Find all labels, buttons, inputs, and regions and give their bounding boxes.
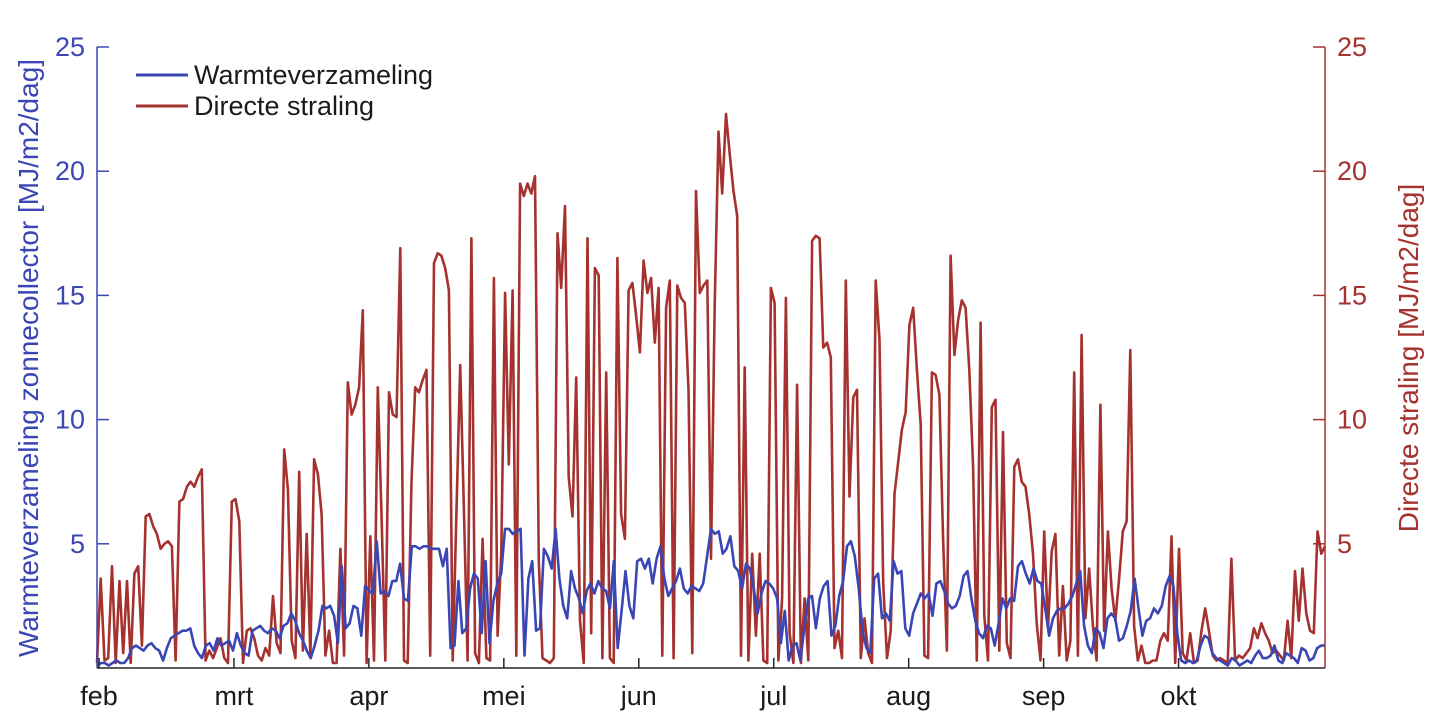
legend-label-warmteverzameling: Warmteverzameling <box>194 60 433 90</box>
x-tick-label-aug: aug <box>886 681 931 711</box>
right-tick-label: 10 <box>1337 405 1367 435</box>
right-y-axis-label: Directe straling [MJ/m2/dag] <box>1393 184 1424 533</box>
right-tick-label: 5 <box>1337 529 1352 559</box>
left-tick-label: 25 <box>55 32 85 62</box>
left-tick-label: 20 <box>55 156 85 186</box>
plot-area <box>95 112 1327 667</box>
left-tick-label: 10 <box>55 405 85 435</box>
left-y-axis: 5 10 15 20 25 <box>55 32 109 668</box>
right-tick-label: 15 <box>1337 280 1367 310</box>
legend: Warmteverzameling Directe straling <box>136 60 433 121</box>
x-tick-label-okt: okt <box>1161 681 1198 711</box>
series-line-directe-straling <box>95 112 1327 665</box>
left-tick-label: 5 <box>70 529 85 559</box>
right-tick-label: 25 <box>1337 32 1367 62</box>
x-axis: feb mrt apr mei jun jul aug sep okt <box>80 658 1325 711</box>
right-tick-label: 20 <box>1337 156 1367 186</box>
x-tick-label-jul: jul <box>759 681 787 711</box>
legend-label-directe-straling: Directe straling <box>194 91 374 121</box>
series-line-warmteverzameling <box>96 527 1325 667</box>
x-tick-label-mei: mei <box>482 681 526 711</box>
right-y-axis: 5 10 15 20 25 <box>1313 32 1367 668</box>
left-tick-label: 15 <box>55 280 85 310</box>
x-tick-label-feb: feb <box>80 681 118 711</box>
x-tick-label-jun: jun <box>620 681 657 711</box>
x-tick-label-sep: sep <box>1022 681 1066 711</box>
left-y-axis-label: Warmteverzameling zonnecollector [MJ/m2/… <box>13 59 44 657</box>
x-tick-label-apr: apr <box>349 681 388 711</box>
x-tick-label-mrt: mrt <box>214 681 253 711</box>
